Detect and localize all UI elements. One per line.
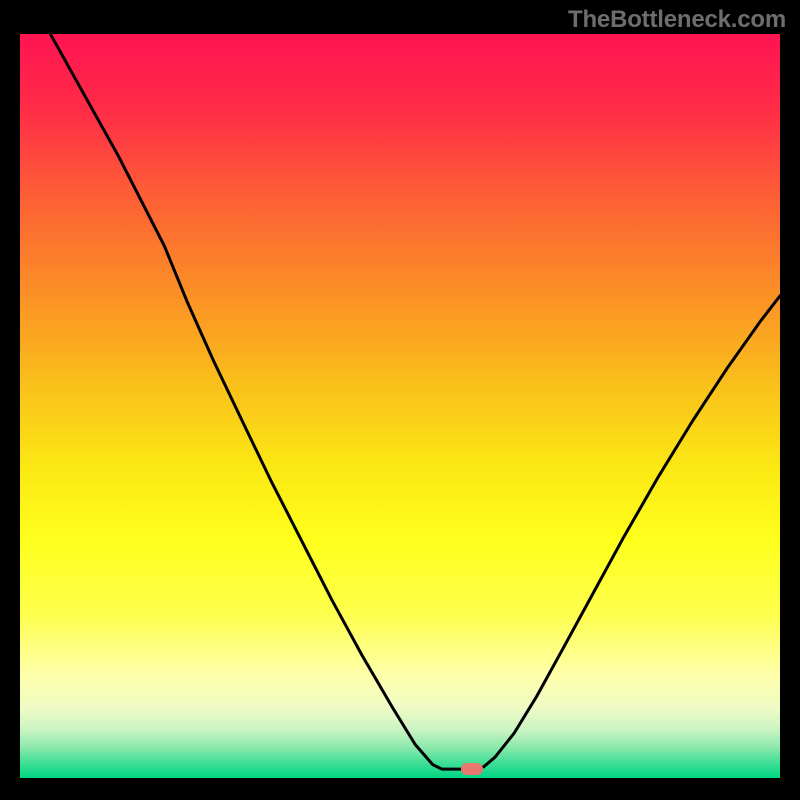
chart-plot-area [20,34,780,778]
chart-curve [20,34,780,778]
chart-minimum-marker [461,763,483,775]
chart-container: TheBottleneck.com [0,0,800,800]
watermark-text: TheBottleneck.com [568,6,786,34]
